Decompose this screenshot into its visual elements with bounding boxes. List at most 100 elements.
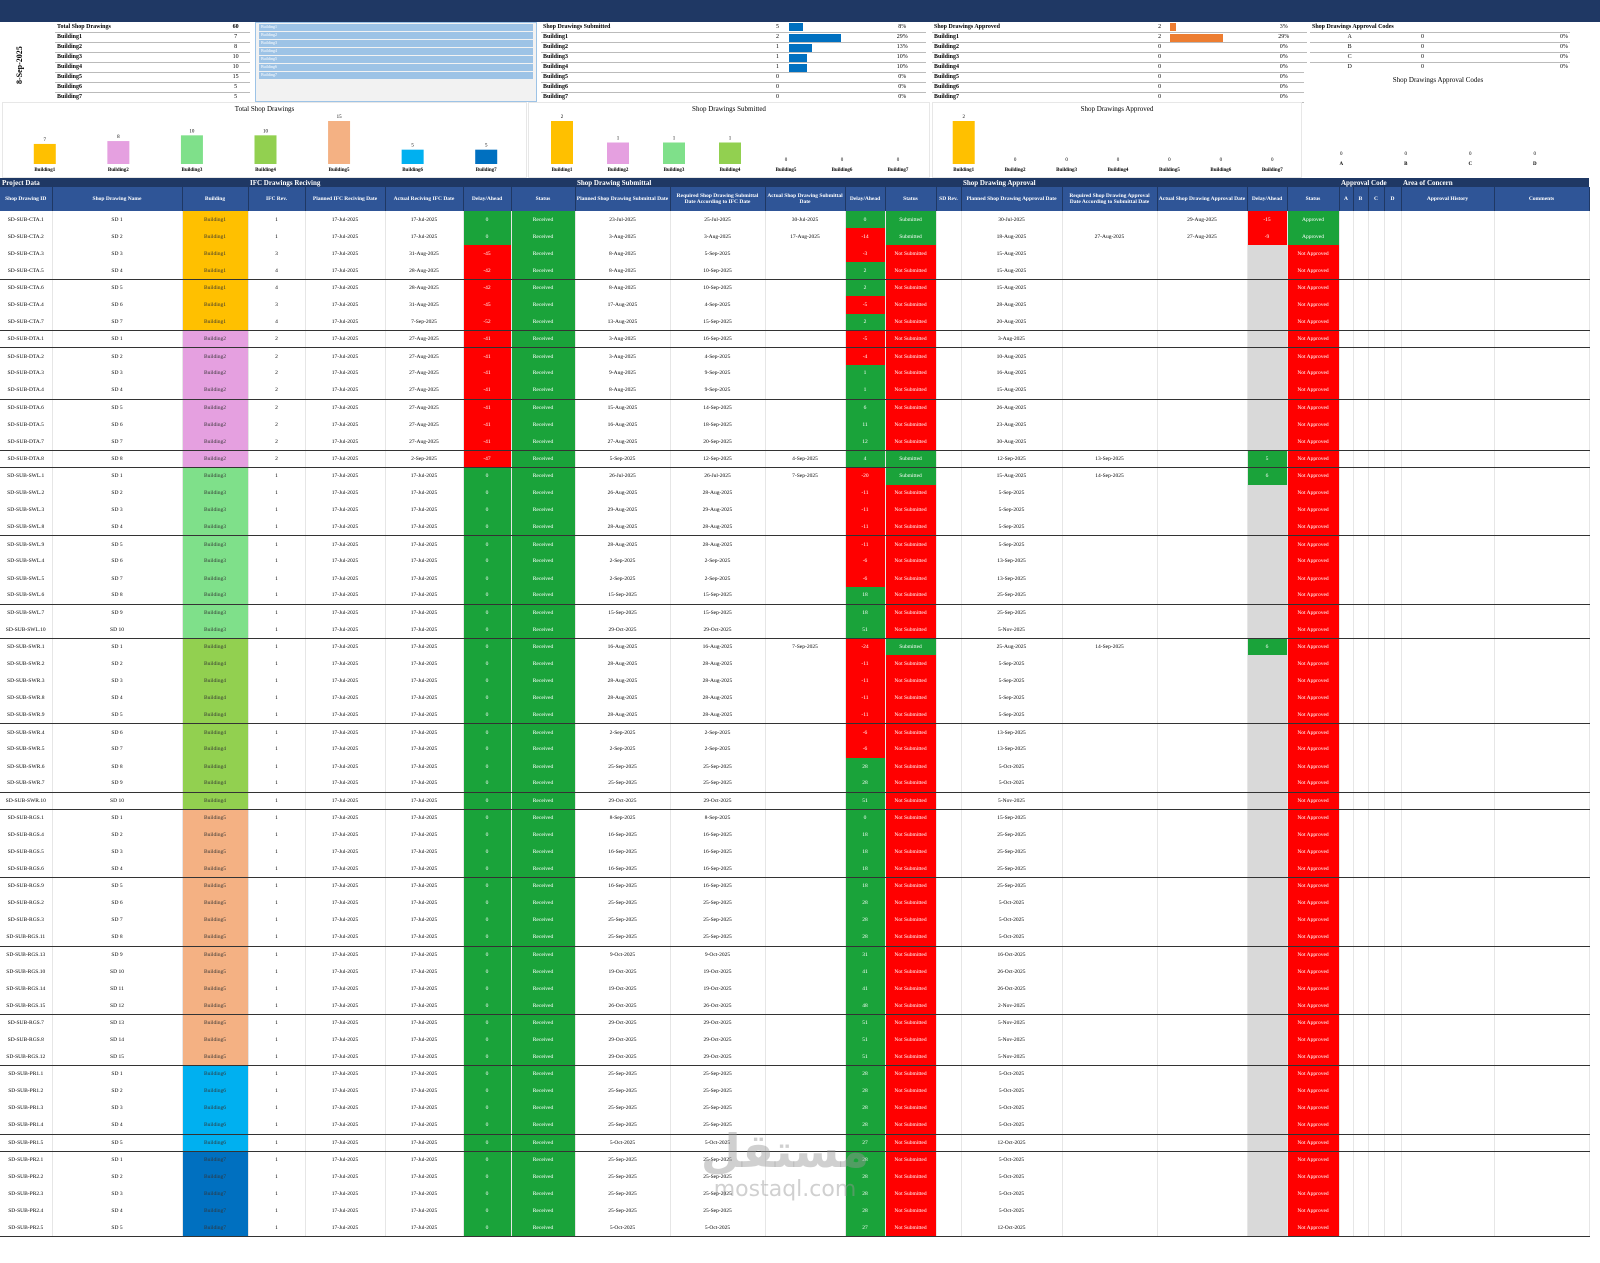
required-approval-date bbox=[1062, 1168, 1158, 1186]
shop-drawing-name: SD 4 bbox=[52, 262, 183, 280]
sd-rev bbox=[936, 655, 962, 673]
code-c bbox=[1368, 1134, 1385, 1152]
ifc-delay: -42 bbox=[463, 262, 512, 280]
approval-status: Not Approved bbox=[1287, 518, 1340, 537]
slicer-item[interactable]: Building1 bbox=[259, 24, 533, 31]
code-c bbox=[1368, 775, 1385, 793]
approval-history bbox=[1401, 467, 1495, 485]
ifc-delay: 0 bbox=[463, 587, 512, 605]
table-row: SD-SUB-PR1.4 SD 4 Building6 1 17-Jul-2025 17-… bbox=[0, 1116, 1590, 1135]
column-header[interactable]: Actual Reciving IFC Date bbox=[385, 187, 464, 211]
building-slicer[interactable]: Building1 Building2 Building3 Building4 Buil… bbox=[255, 22, 537, 102]
column-header[interactable]: Planned Shop Drawing Approval Date bbox=[961, 187, 1063, 211]
actual-submittal-date bbox=[765, 330, 846, 349]
table-row: SD-SUB-RGS.6 SD 4 Building5 1 17-Jul-2025 17-… bbox=[0, 860, 1590, 879]
ifc-delay: 0 bbox=[463, 911, 512, 929]
column-header[interactable]: Required Shop Drawing Approval Date Acco… bbox=[1062, 187, 1158, 211]
chart-category-label: Building4 bbox=[1108, 168, 1129, 173]
approval-status: Not Approved bbox=[1287, 963, 1340, 981]
column-header[interactable]: Delay/Ahead bbox=[845, 187, 886, 211]
column-header[interactable]: Actual Shop Drawing Submittal Date bbox=[765, 187, 846, 211]
submittal-delay: 18 bbox=[845, 860, 886, 879]
code-d bbox=[1384, 672, 1402, 690]
actual-approval-date bbox=[1157, 518, 1248, 537]
sd-rev bbox=[936, 279, 962, 297]
code-c bbox=[1368, 1014, 1385, 1032]
column-header[interactable]: Required Shop Drawing Submittal Date Acc… bbox=[670, 187, 766, 211]
slicer-item[interactable]: Building7 bbox=[259, 72, 533, 79]
planned-ifc-date: 17-Jul-2025 bbox=[305, 672, 386, 690]
slicer-item[interactable]: Building5 bbox=[259, 56, 533, 63]
column-header[interactable]: C bbox=[1368, 187, 1385, 211]
building-cell: Building3 bbox=[182, 484, 249, 502]
table-row: SD-SUB-SWL.4 SD 6 Building3 1 17-Jul-2025 17-… bbox=[0, 552, 1590, 570]
column-header[interactable]: Shop Drawing ID bbox=[0, 187, 53, 211]
actual-submittal-date bbox=[765, 1116, 846, 1135]
slicer-item[interactable]: Building2 bbox=[259, 32, 533, 39]
approval-delay bbox=[1247, 792, 1288, 810]
code-d bbox=[1384, 1082, 1402, 1100]
column-header[interactable]: Status bbox=[511, 187, 576, 211]
shop-drawing-name: SD 1 bbox=[52, 1065, 183, 1083]
table-row: SD-SUB-SWR.2 SD 2 Building4 1 17-Jul-2025 17-… bbox=[0, 655, 1590, 673]
table-row: SD-SUB-DTA.4 SD 4 Building2 2 17-Jul-2025 27-… bbox=[0, 381, 1590, 400]
approval-status: Not Approved bbox=[1287, 1099, 1340, 1117]
actual-ifc-date: 31-Aug-2025 bbox=[385, 296, 464, 314]
column-header[interactable]: IFC Rev. bbox=[248, 187, 306, 211]
table-row: SD-SUB-DTA.8 SD 8 Building2 2 17-Jul-2025 2-S… bbox=[0, 450, 1590, 468]
approval-delay: -9 bbox=[1247, 228, 1288, 246]
approval-code-label: C bbox=[1310, 52, 1390, 63]
building-cell: Building7 bbox=[182, 1168, 249, 1186]
planned-ifc-date: 17-Jul-2025 bbox=[305, 347, 386, 365]
code-a bbox=[1339, 552, 1354, 570]
summary-building-percent: 13% bbox=[878, 42, 926, 53]
actual-ifc-date: 17-Jul-2025 bbox=[385, 963, 464, 981]
table-row: SD-SUB-PR1.3 SD 3 Building6 1 17-Jul-2025 17-… bbox=[0, 1099, 1590, 1117]
comments bbox=[1494, 1099, 1590, 1117]
planned-submittal-date: 28-Aug-2025 bbox=[575, 655, 671, 673]
approval-delay bbox=[1247, 946, 1288, 964]
sd-rev bbox=[936, 1185, 962, 1203]
ifc-status: Received bbox=[511, 211, 576, 229]
slicer-item[interactable]: Building3 bbox=[259, 40, 533, 47]
column-header[interactable]: Delay/Ahead bbox=[1247, 187, 1288, 211]
column-header[interactable]: Status bbox=[1287, 187, 1340, 211]
sd-rev bbox=[936, 621, 962, 639]
chart-category-label: Building4 bbox=[255, 168, 276, 173]
column-header[interactable]: Status bbox=[885, 187, 937, 211]
required-submittal-date: 25-Jul-2025 bbox=[670, 211, 766, 229]
ifc-status: Received bbox=[511, 433, 576, 451]
planned-ifc-date: 17-Jul-2025 bbox=[305, 484, 386, 502]
approval-delay bbox=[1247, 330, 1288, 349]
column-header[interactable]: Planned Shop Drawing Submittal Date bbox=[575, 187, 671, 211]
summary-building-percent: 0% bbox=[1260, 62, 1307, 73]
approval-history bbox=[1401, 433, 1495, 451]
ifc-delay: -45 bbox=[463, 296, 512, 314]
ifc-rev: 3 bbox=[248, 296, 306, 314]
planned-submittal-date: 25-Sep-2025 bbox=[575, 1168, 671, 1186]
code-b bbox=[1353, 1185, 1369, 1203]
column-header[interactable]: B bbox=[1353, 187, 1369, 211]
slicer-item[interactable]: Building4 bbox=[259, 48, 533, 55]
column-header[interactable]: SD Rev. bbox=[936, 187, 962, 211]
column-header[interactable]: Delay/Ahead bbox=[463, 187, 512, 211]
column-header[interactable]: Approval History bbox=[1401, 187, 1495, 211]
column-header[interactable]: D bbox=[1384, 187, 1402, 211]
approval-history bbox=[1401, 1134, 1495, 1152]
code-d bbox=[1384, 416, 1402, 434]
column-header[interactable]: Actual Shop Drawing Approval Date bbox=[1157, 187, 1248, 211]
actual-ifc-date: 2-Sep-2025 bbox=[385, 450, 464, 468]
code-d bbox=[1384, 518, 1402, 537]
planned-submittal-date: 16-Sep-2025 bbox=[575, 826, 671, 844]
ifc-rev: 4 bbox=[248, 313, 306, 332]
column-header[interactable]: A bbox=[1339, 187, 1354, 211]
column-header[interactable]: Shop Drawing Name bbox=[52, 187, 183, 211]
summary-bar-cell bbox=[788, 22, 879, 33]
column-header[interactable]: Planned IFC Reciving Date bbox=[305, 187, 386, 211]
code-c bbox=[1368, 1082, 1385, 1100]
sd-rev bbox=[936, 501, 962, 519]
column-header[interactable]: Building bbox=[182, 187, 249, 211]
slicer-item[interactable]: Building6 bbox=[259, 64, 533, 71]
planned-approval-date: 3-Aug-2025 bbox=[961, 330, 1063, 349]
column-header[interactable]: Comments bbox=[1494, 187, 1590, 211]
